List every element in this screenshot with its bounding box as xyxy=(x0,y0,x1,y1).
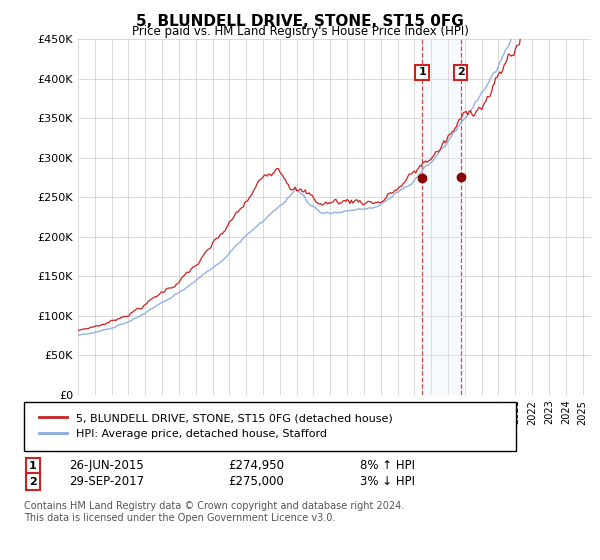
Text: £275,000: £275,000 xyxy=(228,475,284,488)
Text: 2: 2 xyxy=(457,67,464,77)
Legend: 5, BLUNDELL DRIVE, STONE, ST15 0FG (detached house), HPI: Average price, detache: 5, BLUNDELL DRIVE, STONE, ST15 0FG (deta… xyxy=(34,409,397,444)
Text: 3% ↓ HPI: 3% ↓ HPI xyxy=(360,475,415,488)
Text: 26-JUN-2015: 26-JUN-2015 xyxy=(69,459,144,473)
Text: £274,950: £274,950 xyxy=(228,459,284,473)
Text: 1: 1 xyxy=(418,67,426,77)
Text: 8% ↑ HPI: 8% ↑ HPI xyxy=(360,459,415,473)
Text: Contains HM Land Registry data © Crown copyright and database right 2024.
This d: Contains HM Land Registry data © Crown c… xyxy=(24,501,404,523)
Text: 2: 2 xyxy=(29,477,37,487)
Text: 29-SEP-2017: 29-SEP-2017 xyxy=(69,475,144,488)
Text: 1: 1 xyxy=(29,461,37,471)
Bar xyxy=(422,39,461,395)
FancyBboxPatch shape xyxy=(24,402,516,451)
Text: 5, BLUNDELL DRIVE, STONE, ST15 0FG: 5, BLUNDELL DRIVE, STONE, ST15 0FG xyxy=(136,14,464,29)
Text: Price paid vs. HM Land Registry's House Price Index (HPI): Price paid vs. HM Land Registry's House … xyxy=(131,25,469,38)
